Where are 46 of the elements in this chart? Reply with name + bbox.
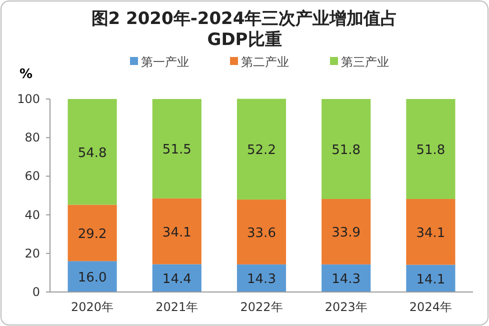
bar [68, 99, 117, 205]
data-label: 52.2 [247, 143, 276, 158]
bar [322, 198, 371, 264]
x-tick-label: 2020年 [71, 300, 114, 314]
data-label: 14.3 [247, 272, 276, 288]
bar [236, 200, 286, 264]
y-tick-label: 40 [24, 208, 40, 222]
legend-label: 第一产业 [141, 55, 189, 69]
bar [406, 99, 456, 199]
bar [406, 264, 456, 292]
data-label: 16.0 [78, 270, 107, 286]
data-label: 29.2 [78, 226, 107, 242]
data-label: 33.9 [332, 226, 361, 241]
y-tick-label: 100 [17, 92, 40, 106]
y-tick-label: 60 [24, 169, 40, 184]
data-label: 51.8 [416, 142, 446, 158]
y-tick-label: 20 [24, 246, 40, 260]
data-label: 34.1 [162, 225, 192, 240]
bar [322, 99, 371, 199]
legend-label: 第三产业 [341, 55, 389, 69]
bar [406, 198, 456, 265]
legend-label: 第二产业 [241, 55, 289, 69]
bar [236, 98, 286, 200]
bar [152, 198, 202, 264]
data-label: 33.6 [247, 226, 276, 241]
x-tick-label: 2024年 [409, 300, 452, 314]
data-label: 14.4 [162, 272, 192, 288]
bar [68, 204, 117, 262]
y-tick-label: 80 [24, 130, 40, 145]
bar [322, 264, 371, 292]
data-label: 34.1 [416, 226, 446, 241]
data-label: 54.8 [78, 146, 107, 161]
x-tick-label: 2022年 [240, 300, 283, 314]
data-label: 51.5 [162, 142, 192, 158]
y-axis-title: % [19, 67, 33, 82]
x-tick-label: 2021年 [156, 300, 198, 314]
chart-title: 图2 2020年-2024年三次产业增加值占GDP比重 [91, 9, 398, 50]
data-label: 14.1 [416, 272, 446, 288]
x-tick-label: 2023年 [324, 300, 368, 314]
bar [236, 264, 286, 292]
y-tick-label: 0 [32, 285, 40, 299]
bar [152, 264, 202, 292]
bar [68, 261, 117, 292]
bar [152, 99, 202, 198]
data-label: 14.3 [332, 272, 361, 288]
data-label: 51.8 [332, 142, 361, 158]
